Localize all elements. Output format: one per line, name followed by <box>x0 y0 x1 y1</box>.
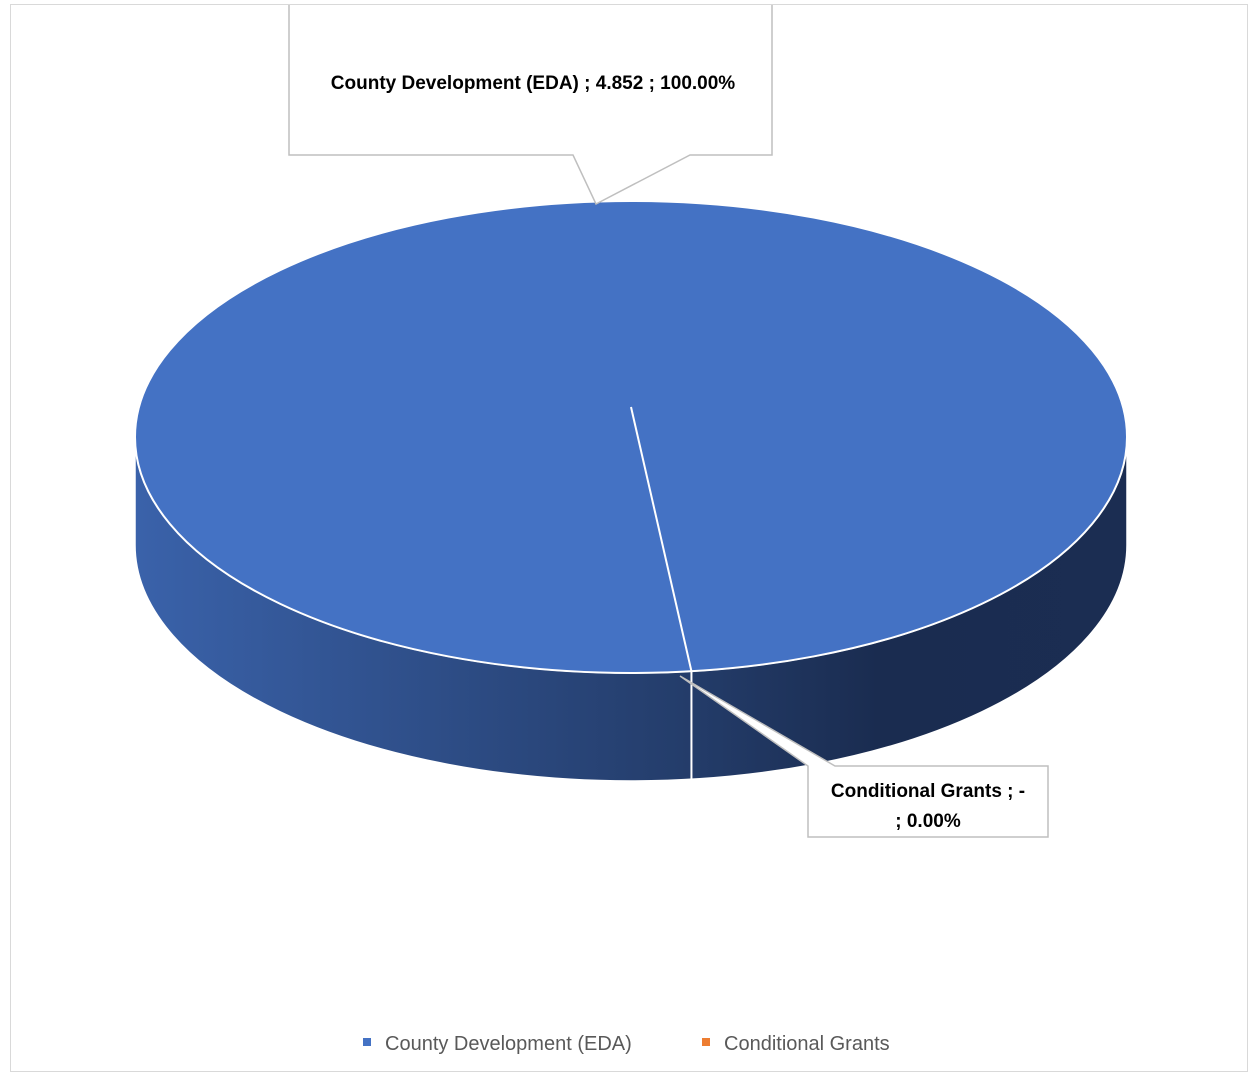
legend-label-conditional-grants: Conditional Grants <box>724 1033 890 1055</box>
legend-label-county-development: County Development (EDA) <box>385 1033 632 1055</box>
legend-swatch-conditional-grants <box>702 1038 710 1046</box>
legend-swatch-county-development <box>363 1038 371 1046</box>
legend: County Development (EDA) Conditional Gra… <box>363 1033 890 1055</box>
data-label-text-conditional-grants: Conditional Grants ; - <box>831 781 1025 802</box>
pie-slice-county-development[interactable] <box>134 200 1128 674</box>
data-label-county-development: County Development (EDA) ; 4.852 ; 100.0… <box>288 5 773 206</box>
pie-slice-conditional-grants[interactable] <box>630 406 693 672</box>
data-label-conditional-grants: Conditional Grants ; - ; 0.00% <box>679 675 1049 838</box>
data-label-text-conditional-grants-line2: ; 0.00% <box>895 811 961 832</box>
callout-box-conditional-grants <box>679 675 1049 838</box>
callout-box-county-development <box>288 5 773 206</box>
data-label-text-county-development: County Development (EDA) ; 4.852 ; 100.0… <box>331 73 735 94</box>
